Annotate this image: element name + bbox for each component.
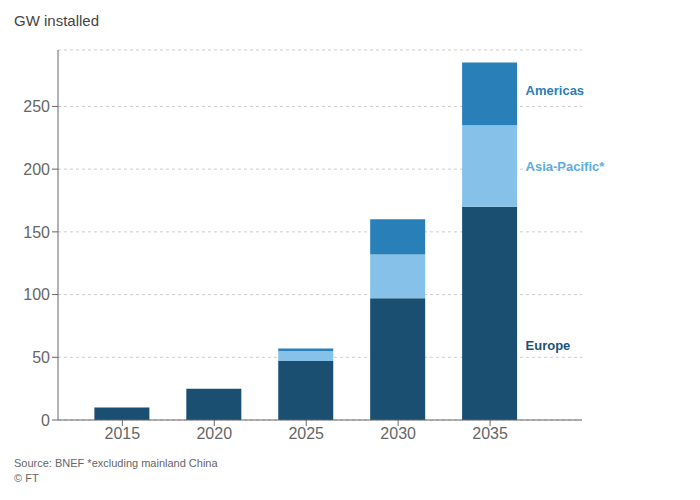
svg-text:150: 150 [23,224,50,241]
svg-text:Americas: Americas [526,83,585,98]
svg-text:50: 50 [32,349,50,366]
html-text:GW installed: GW installed [14,12,99,29]
svg-text:2025: 2025 [288,425,324,442]
html-text:Source: BNEF *excluding mainla: Source: BNEF *excluding mainland China ©… [14,457,218,484]
svg-text:Asia-Pacific*: Asia-Pacific* [526,159,606,174]
svg-text:2020: 2020 [196,425,232,442]
svg-text:2015: 2015 [105,425,141,442]
svg-text:250: 250 [23,98,50,115]
svg-text:200: 200 [23,161,50,178]
svg-text:2030: 2030 [380,425,416,442]
svg-text:0: 0 [41,412,50,429]
svg-text:100: 100 [23,286,50,303]
svg-text:2035: 2035 [472,425,508,442]
svg-text:Europe: Europe [526,338,571,353]
